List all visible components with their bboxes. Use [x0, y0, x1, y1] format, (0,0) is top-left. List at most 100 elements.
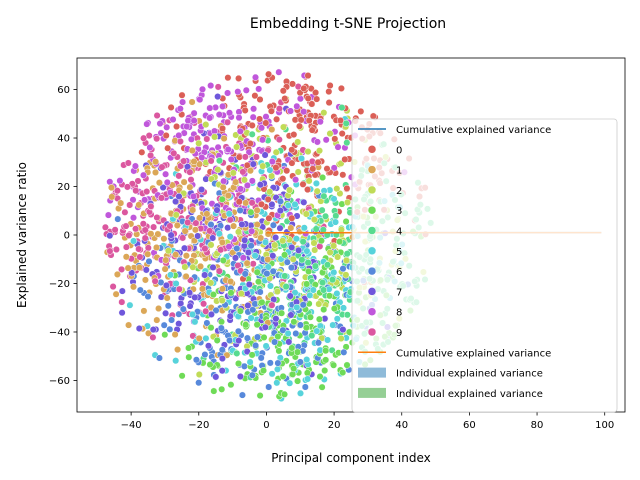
- scatter-point-class-1: [190, 157, 198, 166]
- scatter-point-class-9: [249, 260, 257, 268]
- scatter-point-class-2: [330, 242, 338, 250]
- legend-marker-swatch: [367, 287, 377, 296]
- scatter-point-class-8: [215, 111, 223, 119]
- scatter-point-class-7: [162, 309, 170, 317]
- scatter-point-class-8: [183, 122, 191, 131]
- scatter-point-class-1: [135, 201, 143, 209]
- scatter-point-class-6: [292, 329, 300, 338]
- scatter-point-class-0: [279, 87, 287, 95]
- scatter-point-class-1: [182, 272, 190, 280]
- scatter-point-class-1: [196, 262, 205, 270]
- scatter-point-class-6: [145, 257, 153, 265]
- scatter-point-class-0: [343, 184, 351, 192]
- scatter-point-class-7: [213, 206, 221, 214]
- scatter-point-class-1: [129, 283, 138, 291]
- scatter-point-class-0: [323, 165, 331, 173]
- scatter-point-class-8: [198, 153, 206, 162]
- scatter-point-class-4: [342, 119, 350, 127]
- scatter-point-class-1: [107, 184, 116, 192]
- scatter-point-class-3: [290, 318, 298, 326]
- scatter-point-class-9: [122, 222, 130, 230]
- scatter-point-class-4: [338, 104, 346, 112]
- scatter-point-class-7: [201, 271, 209, 279]
- scatter-point-class-3: [219, 256, 227, 264]
- scatter-point-class-9: [308, 157, 316, 165]
- scatter-point-class-8: [184, 117, 192, 125]
- scatter-point-class-7: [172, 197, 180, 206]
- scatter-point-class-8: [162, 170, 170, 178]
- scatter-point-class-2: [272, 148, 280, 156]
- scatter-point-class-2: [294, 168, 302, 176]
- scatter-point-class-9: [170, 149, 178, 157]
- legend-entry-label: 9: [396, 328, 402, 339]
- scatter-point-class-0: [235, 74, 243, 82]
- scatter-point-class-3: [217, 318, 226, 326]
- scatter-point-class-2: [271, 241, 279, 249]
- scatter-point-class-6: [201, 351, 209, 359]
- scatter-point-class-1: [186, 183, 194, 191]
- scatter-point-class-0: [248, 121, 256, 129]
- scatter-point-class-9: [101, 223, 109, 231]
- scatter-point-class-7: [236, 372, 244, 381]
- scatter-point-class-1: [182, 252, 190, 260]
- scatter-point-class-2: [211, 133, 219, 141]
- scatter-point-class-3: [290, 365, 298, 373]
- scatter-point-class-1: [174, 346, 182, 354]
- scatter-point-class-5: [273, 365, 282, 373]
- scatter-point-class-1: [155, 304, 163, 313]
- scatter-point-class-6: [192, 356, 200, 364]
- scatter-point-class-4: [318, 206, 326, 214]
- scatter-point-class-2: [315, 147, 324, 155]
- scatter-point-class-5: [331, 218, 340, 226]
- scatter-point-class-0: [283, 167, 291, 175]
- y-tick-label: −60: [49, 376, 70, 387]
- scatter-point-class-6: [276, 197, 284, 205]
- scatter-point-class-9: [124, 159, 132, 167]
- scatter-point-class-9: [132, 187, 140, 195]
- scatter-point-class-4: [215, 157, 224, 165]
- scatter-point-class-4: [323, 261, 332, 269]
- scatter-point-class-3: [342, 217, 350, 226]
- scatter-point-class-5: [300, 224, 308, 232]
- scatter-point-class-1: [253, 221, 261, 229]
- scatter-point-class-7: [142, 266, 150, 274]
- scatter-point-class-0: [256, 95, 264, 104]
- legend-marker-swatch: [367, 226, 377, 235]
- legend-entry-label: Individual explained variance: [396, 389, 543, 400]
- scatter-point-class-7: [118, 287, 126, 295]
- scatter-point-class-0: [235, 198, 243, 206]
- scatter-point-class-9: [140, 134, 148, 142]
- scatter-point-class-9: [214, 83, 222, 91]
- scatter-point-class-3: [315, 315, 323, 323]
- scatter-point-class-3: [319, 173, 327, 182]
- scatter-point-class-3: [330, 305, 338, 313]
- scatter-point-class-8: [129, 196, 137, 204]
- scatter-point-class-6: [236, 206, 244, 214]
- scatter-point-class-2: [218, 296, 226, 305]
- scatter-point-class-6: [296, 321, 304, 329]
- scatter-point-class-7: [287, 311, 295, 319]
- scatter-point-class-2: [259, 162, 267, 170]
- scatter-point-class-0: [267, 107, 275, 115]
- scatter-point-class-4: [312, 225, 320, 233]
- scatter-point-class-3: [206, 361, 214, 369]
- legend-marker-swatch: [367, 205, 377, 215]
- scatter-point-class-3: [253, 268, 261, 276]
- legend-marker-swatch: [367, 165, 377, 174]
- scatter-point-class-9: [207, 157, 215, 165]
- scatter-point-class-2: [195, 139, 203, 147]
- scatter-point-class-9: [217, 246, 225, 254]
- scatter-point-class-6: [238, 391, 246, 399]
- scatter-point-class-5: [329, 321, 337, 329]
- scatter-point-class-5: [246, 358, 254, 366]
- x-tick-label: 60: [463, 420, 476, 431]
- scatter-point-class-5: [266, 282, 275, 290]
- scatter-point-class-8: [316, 118, 324, 126]
- scatter-point-class-7: [162, 281, 170, 289]
- scatter-point-class-1: [108, 193, 116, 201]
- scatter-point-class-5: [304, 375, 312, 383]
- scatter-point-class-3: [280, 390, 289, 398]
- scatter-point-class-8: [330, 164, 338, 172]
- scatter-point-class-1: [113, 270, 121, 278]
- scatter-point-class-6: [175, 310, 183, 318]
